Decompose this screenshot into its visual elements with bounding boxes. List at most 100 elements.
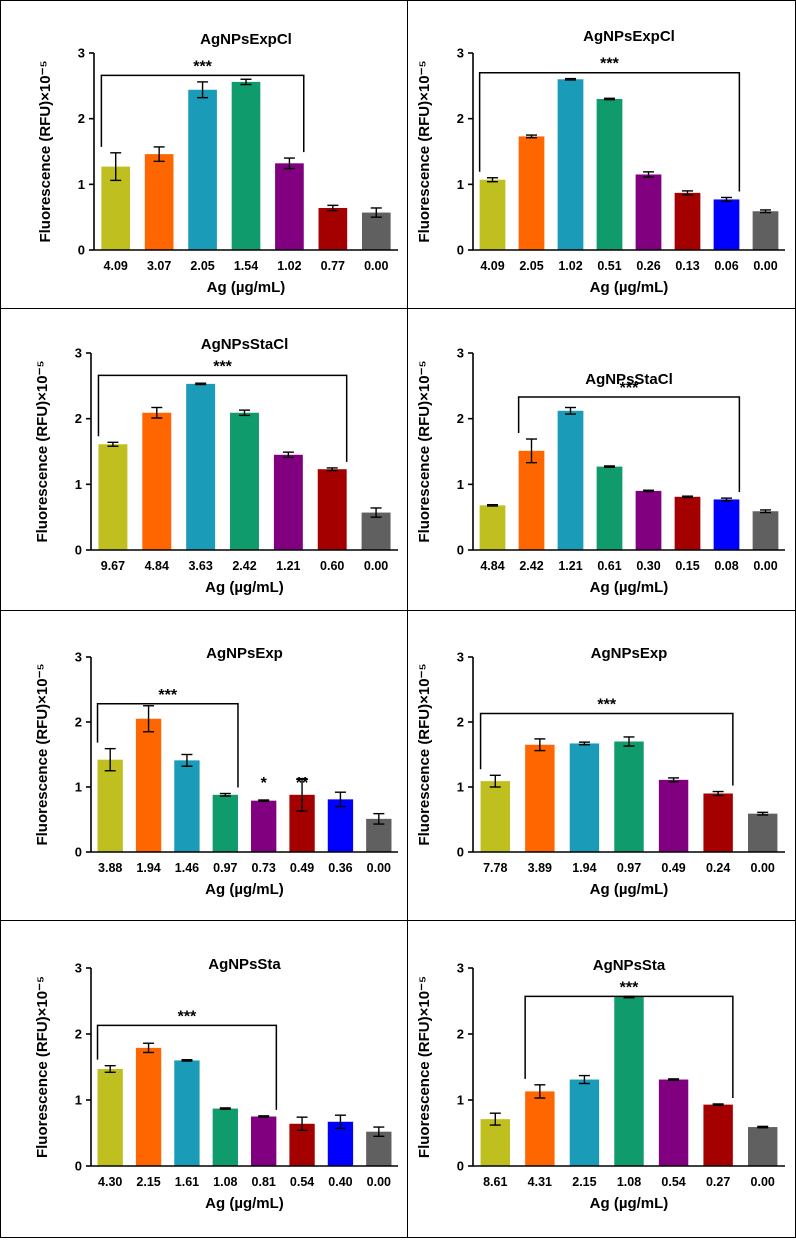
bar: [479, 179, 506, 250]
x-tick-label: 1.21: [558, 559, 582, 573]
chart-title: AgNPsSta: [593, 957, 666, 974]
bar: [596, 466, 623, 550]
chart-panel-5: AgNPsExp 0 1 2 3 Fluorescence (RFU)×10⁻⁵ 3.88 1…: [34, 645, 398, 898]
bar: [317, 469, 347, 550]
x-tick-label: 0.27: [706, 1175, 730, 1189]
significance-label: ***: [620, 380, 639, 397]
bar: [188, 89, 217, 250]
bar: [318, 207, 348, 250]
significance-bracket: [96, 703, 239, 788]
bar: [135, 1047, 162, 1166]
x-axis-label: Ag (µg/mL): [590, 881, 669, 898]
x-tick-label: 0.08: [714, 559, 738, 573]
bar: [174, 1060, 200, 1166]
significance-label: ***: [158, 687, 177, 704]
bar: [480, 1119, 510, 1166]
y-tick-label: 1: [75, 780, 82, 795]
x-tick-label: 7.78: [483, 861, 507, 875]
chart-title: AgNPsStaCl: [201, 336, 289, 353]
y-tick-label: 3: [457, 650, 464, 665]
bar: [361, 512, 391, 550]
chart-title: AgNPsExp: [591, 645, 668, 662]
bar: [275, 163, 304, 250]
y-axis-label: Fluorescence (RFU)×10⁻⁵: [416, 976, 433, 1158]
x-tick-label: 1.94: [136, 861, 160, 875]
y-tick-label: 3: [457, 46, 464, 61]
y-tick-label: 1: [457, 177, 464, 192]
x-tick-label: 0.00: [367, 1175, 391, 1189]
chart-panel-6: AgNPsExp 0 1 2 3 Fluorescence (RFU)×10⁻⁵ 7.78 3…: [416, 645, 785, 898]
bar: [748, 813, 778, 852]
bar: [614, 741, 644, 852]
y-axis-label: Fluorescence (RFU)×10⁻⁵: [37, 60, 54, 242]
chart-panel-7: AgNPsSta 0 1 2 3 Fluorescence (RFU)×10⁻⁵ 4.30 2…: [34, 956, 398, 1212]
y-tick-label: 2: [75, 411, 82, 426]
y-tick-label: 1: [457, 1093, 464, 1108]
y-axis-label: Fluorescence (RFU)×10⁻⁵: [34, 976, 51, 1158]
bar: [327, 1121, 354, 1166]
x-tick-label: 3.89: [528, 861, 552, 875]
x-tick-label: 4.84: [145, 559, 169, 573]
y-tick-label: 1: [457, 477, 464, 492]
y-tick-label: 3: [457, 346, 464, 361]
x-tick-label: 1.21: [276, 559, 300, 573]
bar: [713, 199, 740, 250]
bar: [614, 997, 644, 1166]
bar: [97, 759, 123, 852]
x-tick-label: 4.30: [98, 1175, 122, 1189]
x-tick-label: 0.00: [751, 861, 775, 875]
x-tick-label: 0.26: [636, 259, 660, 273]
y-tick-label: 0: [75, 543, 82, 558]
bar: [748, 1127, 778, 1166]
x-tick-label: 0.97: [213, 861, 237, 875]
x-axis-label: Ag (µg/mL): [207, 279, 286, 296]
x-tick-label: 0.00: [364, 259, 388, 273]
bar: [327, 799, 354, 852]
x-tick-label: 4.31: [528, 1175, 552, 1189]
chart-title: AgNPsExp: [206, 645, 283, 662]
y-tick-label: 3: [457, 961, 464, 976]
bar: [557, 410, 584, 550]
bar: [230, 412, 259, 550]
bar: [635, 490, 662, 550]
significance-label: ***: [193, 58, 212, 75]
x-tick-label: 0.60: [320, 559, 344, 573]
x-axis-label: Ag (µg/mL): [590, 279, 669, 296]
significance-label: **: [296, 775, 309, 792]
y-tick-label: 3: [75, 346, 82, 361]
chart-panel-3: AgNPsStaCl 0 1 2 3 Fluorescence (RFU)×10⁻⁵ 9.6…: [34, 336, 398, 596]
x-tick-label: 0.00: [364, 559, 388, 573]
y-tick-label: 1: [78, 177, 85, 192]
x-tick-label: 0.00: [367, 861, 391, 875]
y-tick-label: 2: [78, 111, 85, 126]
x-tick-label: 0.49: [290, 861, 314, 875]
y-tick-label: 0: [75, 845, 82, 860]
chart-title: AgNPsStaCl: [585, 371, 673, 388]
y-tick-label: 0: [457, 543, 464, 558]
bar: [174, 760, 200, 852]
x-tick-label: 0.13: [675, 259, 699, 273]
x-tick-label: 1.08: [617, 1175, 641, 1189]
chart-title: AgNPsExpCl: [583, 28, 675, 45]
bar: [212, 794, 238, 852]
x-tick-label: 0.73: [252, 861, 276, 875]
bar: [251, 1116, 277, 1166]
x-tick-label: 0.00: [753, 559, 777, 573]
bar: [98, 444, 128, 550]
x-tick-label: 1.94: [572, 861, 596, 875]
x-tick-label: 8.61: [483, 1175, 507, 1189]
significance-bracket: [524, 995, 734, 1098]
bar: [518, 136, 545, 250]
bar: [186, 383, 216, 550]
x-tick-label: 0.30: [636, 559, 660, 573]
y-tick-label: 0: [457, 243, 464, 258]
bar: [752, 211, 779, 250]
bar: [142, 412, 172, 550]
significance-bracket: [100, 74, 305, 153]
x-tick-label: 0.54: [290, 1175, 314, 1189]
bar: [518, 450, 545, 550]
bar: [135, 718, 162, 852]
x-tick-label: 0.81: [252, 1175, 276, 1189]
